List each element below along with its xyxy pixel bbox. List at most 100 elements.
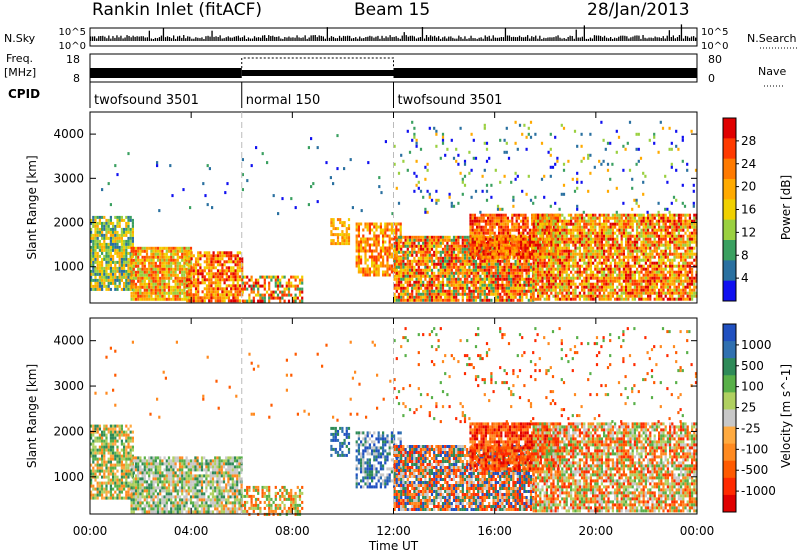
data-cell	[594, 249, 597, 253]
data-cell	[522, 225, 525, 229]
noise-bar	[150, 38, 152, 41]
data-cell	[172, 261, 175, 265]
data-cell	[537, 252, 540, 256]
data-cell	[163, 258, 166, 262]
data-cell	[548, 267, 551, 271]
data-cell	[541, 261, 544, 265]
noise-bar	[342, 35, 345, 41]
data-cell	[234, 290, 237, 294]
data-cell	[554, 297, 557, 301]
noise-bar	[462, 38, 464, 41]
noise-bar	[597, 35, 600, 41]
data-cell	[600, 276, 603, 280]
data-cell	[636, 237, 639, 241]
data-cell	[607, 249, 610, 253]
data-cell	[397, 238, 401, 242]
data-cell	[502, 231, 505, 235]
data-cell	[607, 231, 610, 235]
data-cell	[492, 259, 495, 263]
data-cell	[466, 247, 469, 251]
data-cell	[631, 234, 634, 238]
data-cell	[611, 225, 614, 229]
data-cell	[567, 231, 570, 235]
data-cell	[411, 265, 414, 269]
data-cell	[514, 286, 517, 290]
data-cell	[625, 228, 628, 232]
noise-bar	[484, 35, 486, 41]
data-cell	[539, 237, 542, 241]
data-cell	[118, 254, 121, 258]
data-cell	[627, 222, 630, 226]
data-cell	[543, 243, 546, 247]
data-cell	[94, 245, 97, 249]
data-cell	[609, 267, 612, 271]
data-cell	[419, 238, 423, 242]
data-cell	[424, 238, 427, 242]
data-cell	[583, 282, 586, 286]
data-cell	[221, 275, 224, 279]
data-cell	[461, 256, 464, 260]
data-cell	[574, 264, 577, 268]
noise-bar	[389, 35, 391, 41]
data-cell	[476, 237, 479, 241]
data-cell	[424, 241, 427, 245]
noise-bar	[431, 36, 434, 41]
data-cell	[90, 257, 93, 261]
data-cell	[444, 244, 447, 248]
data-cell	[469, 213, 472, 217]
data-cell	[527, 286, 530, 290]
data-cell	[550, 237, 553, 241]
data-cell	[159, 279, 162, 283]
data-cell	[481, 298, 484, 302]
data-cell	[468, 262, 471, 266]
data-cell	[463, 259, 467, 263]
data-cell	[603, 228, 606, 232]
data-cell	[553, 213, 556, 217]
data-cell	[109, 254, 112, 258]
nave-tick: 0	[708, 72, 715, 85]
data-cell	[92, 278, 95, 282]
data-cell	[417, 283, 420, 287]
noise-bar	[314, 35, 316, 41]
data-cell	[190, 254, 193, 258]
data-cell	[631, 252, 634, 256]
data-cell	[428, 250, 431, 254]
data-cell	[523, 259, 526, 263]
data-cell	[199, 266, 202, 270]
data-cell	[572, 237, 575, 241]
data-cell	[109, 257, 112, 261]
data-cell	[205, 284, 209, 288]
data-cell	[592, 246, 595, 250]
data-cell	[287, 284, 291, 288]
data-cell	[252, 287, 255, 291]
data-cell	[482, 213, 485, 217]
data-cell	[118, 281, 121, 285]
data-cell	[109, 221, 112, 225]
data-cell	[156, 285, 160, 289]
data-cell	[435, 235, 438, 239]
data-cell	[616, 219, 619, 223]
data-cell	[614, 276, 617, 280]
data-cell	[246, 275, 249, 279]
data-cell	[366, 240, 369, 244]
data-cell	[622, 222, 625, 226]
data-cell	[559, 291, 562, 295]
data-cell	[605, 276, 608, 280]
data-cell	[537, 237, 540, 241]
noise-bar	[288, 36, 290, 41]
nave-tick: 80	[708, 53, 722, 66]
data-cell	[522, 222, 525, 226]
data-cell	[611, 282, 614, 286]
data-cell	[574, 246, 577, 250]
data-cell	[491, 243, 494, 247]
data-cell	[622, 285, 625, 289]
data-cell	[395, 255, 398, 259]
data-cell	[532, 246, 535, 250]
data-cell	[472, 265, 475, 269]
data-cell	[448, 238, 451, 242]
noise-bar	[322, 36, 324, 41]
data-cell	[498, 249, 501, 253]
noise-bar	[468, 38, 470, 41]
data-cell	[216, 299, 220, 303]
data-cell	[594, 288, 597, 292]
